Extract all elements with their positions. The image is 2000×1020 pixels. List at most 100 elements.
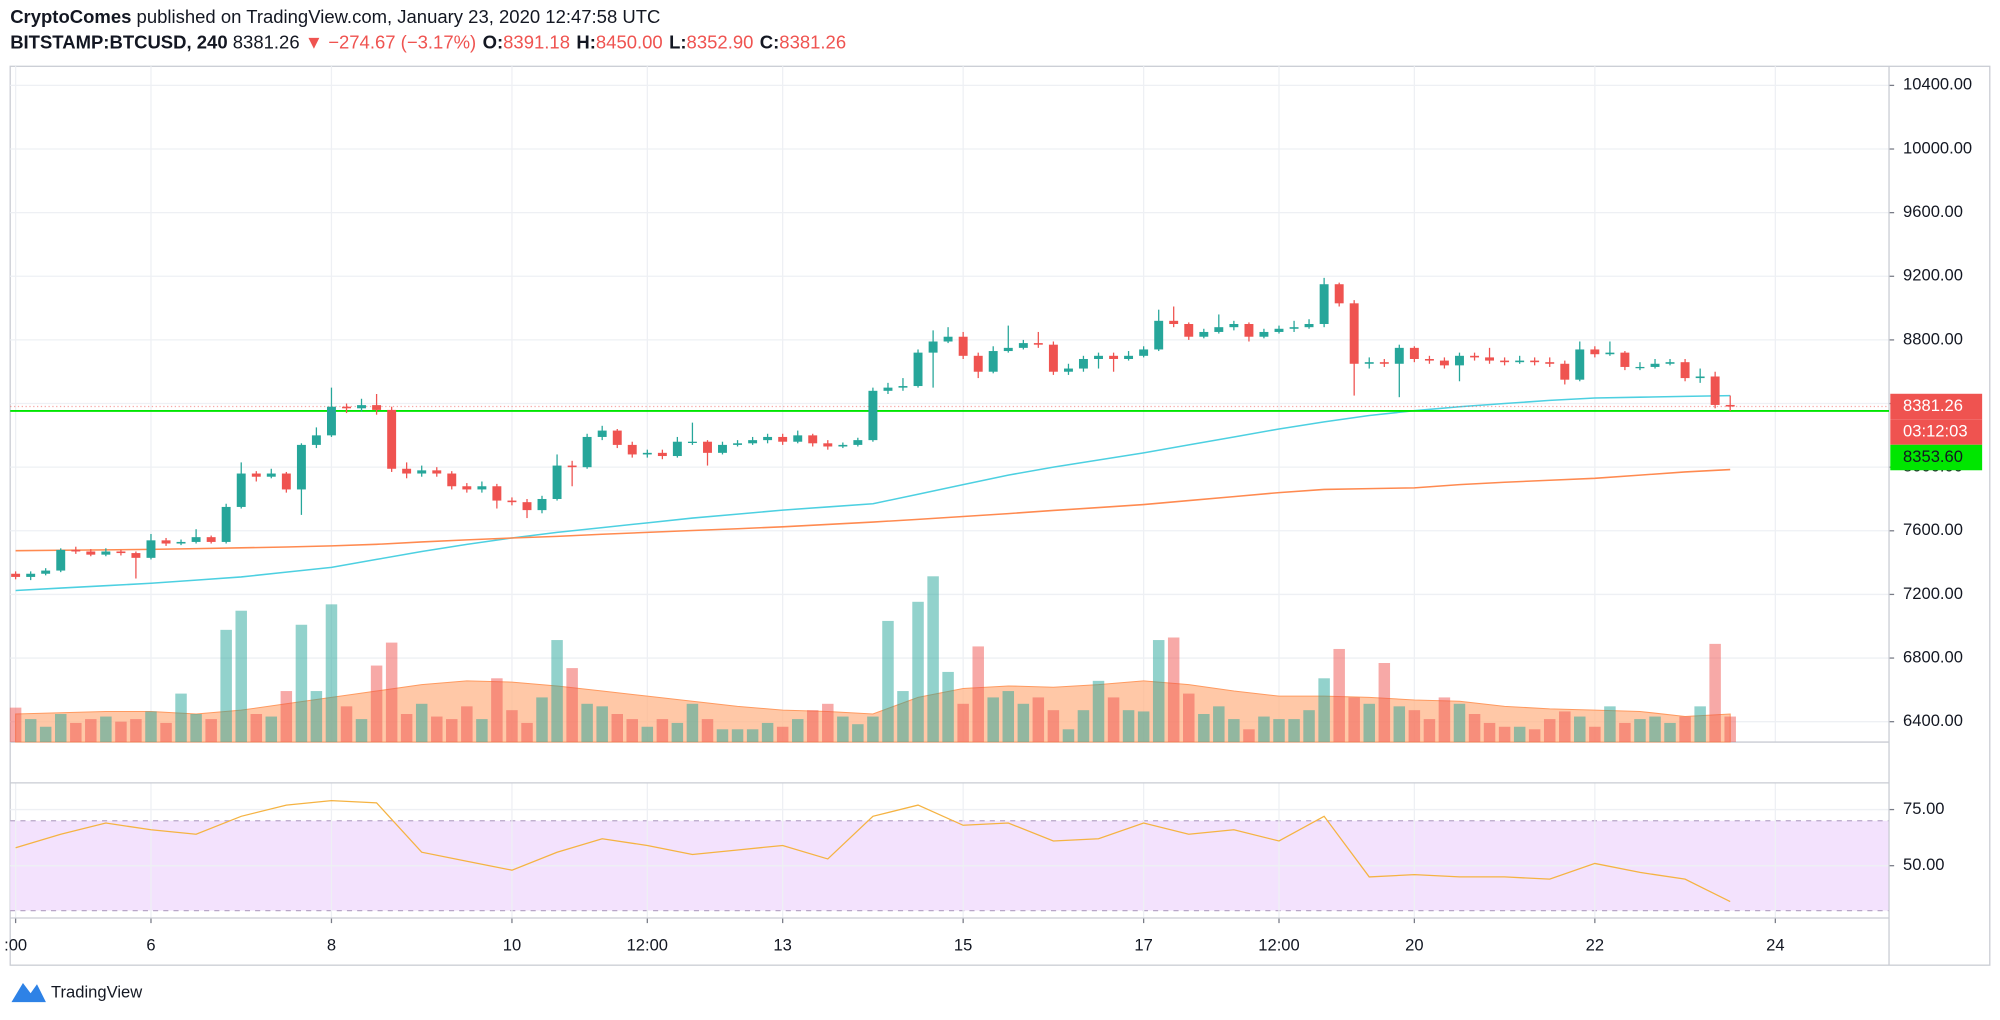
volume-bar <box>1724 716 1736 743</box>
candle-body <box>357 405 366 409</box>
candle-body <box>763 436 773 441</box>
ohlc-label: H: <box>576 31 596 52</box>
candle-body <box>853 440 863 445</box>
candle-body <box>898 386 908 388</box>
volume-bar <box>1408 710 1421 743</box>
volume-bar <box>1589 726 1601 743</box>
volume-bar <box>1513 726 1526 743</box>
volume-bar <box>39 726 52 743</box>
volume-bar <box>1543 719 1556 743</box>
volume-bar <box>972 646 984 743</box>
volume-bar <box>1694 706 1706 743</box>
candle-body <box>913 352 923 387</box>
ohlc-value: 8450.00 <box>596 31 663 52</box>
volume-bar <box>385 642 398 743</box>
candle-body <box>71 549 81 552</box>
candle-body <box>1665 362 1675 364</box>
candle-body <box>221 506 231 542</box>
x-tick-label: 13 <box>773 935 791 954</box>
volume-bar <box>100 716 112 743</box>
x-tick-label: 17 <box>1134 935 1152 954</box>
candle-body <box>1109 355 1119 359</box>
volume-bar <box>882 620 894 743</box>
tv-logo <box>11 983 46 1003</box>
volume-bar <box>446 719 458 743</box>
volume-bar <box>1183 693 1195 743</box>
candle-body <box>1379 362 1389 364</box>
candle-body <box>718 444 727 453</box>
volume-bar <box>1032 697 1045 743</box>
down-arrow: ▼ <box>305 31 323 52</box>
volume-bar <box>1468 714 1481 743</box>
ohlc-value: 8391.18 <box>503 31 570 52</box>
candle-body <box>1259 331 1269 337</box>
volume-bar <box>897 691 909 743</box>
volume-bar <box>220 629 232 743</box>
volume-bar <box>596 706 608 743</box>
volume-bar <box>1167 637 1180 743</box>
x-tick-label: 6 <box>146 935 155 954</box>
volume-bar <box>400 714 413 743</box>
candle-body <box>116 551 126 554</box>
candle-body <box>1214 327 1224 332</box>
volume-bar <box>355 719 368 743</box>
volume-bar <box>1258 716 1270 743</box>
volume-bar <box>1393 706 1406 743</box>
volume-bar <box>626 719 638 743</box>
volume-bar <box>1243 729 1255 743</box>
moving-average <box>15 394 1731 592</box>
candle-body <box>597 430 607 437</box>
candle-body <box>1409 347 1419 359</box>
candle-body <box>1184 324 1194 337</box>
volume-bar <box>1107 697 1120 743</box>
candle-body <box>176 541 186 544</box>
volume-bar <box>942 671 954 743</box>
candle-body <box>1485 357 1494 361</box>
volume-bar <box>491 678 503 743</box>
volume-bar <box>912 601 924 743</box>
candle-body <box>387 409 397 469</box>
candle-body <box>1605 352 1615 355</box>
x-tick-label: 12:00 <box>1258 935 1299 954</box>
candle-body <box>1304 324 1314 328</box>
candle-body <box>161 540 171 544</box>
candle-body <box>11 573 21 577</box>
volume-bar <box>1709 643 1721 743</box>
candle-body <box>41 570 51 574</box>
candle-body <box>1439 360 1449 366</box>
volume-bar <box>1498 726 1511 743</box>
candle-body <box>672 441 682 457</box>
candle-body <box>1500 360 1510 363</box>
candle-body <box>552 465 562 499</box>
candle-body <box>1575 349 1585 380</box>
author: CryptoComes <box>10 6 131 27</box>
x-tick-label: 22 <box>1586 935 1604 954</box>
candle-body <box>311 435 321 445</box>
volume-bar <box>957 703 969 743</box>
candle-body <box>131 553 141 558</box>
volume-bar <box>1228 719 1240 743</box>
header-line2: BITSTAMP:BTCUSD, 240 8381.26 ▼ −274.67 (… <box>10 31 846 52</box>
candle-body <box>1078 358 1088 369</box>
candle-body <box>1289 327 1299 329</box>
candle-body <box>206 537 216 542</box>
volume-bar <box>927 576 939 743</box>
candle-body <box>958 336 968 356</box>
volume-bar <box>9 707 22 743</box>
candle-body <box>1635 366 1645 369</box>
x-tick-label: 24 <box>1766 935 1784 954</box>
candle-body <box>1139 349 1149 356</box>
candle-body <box>462 486 472 490</box>
candle-body <box>1124 355 1134 359</box>
volume-bar <box>310 691 323 743</box>
volume-bar <box>1077 710 1090 743</box>
volume-bar <box>205 719 217 743</box>
volume-bar <box>1002 691 1015 743</box>
candle-body <box>1048 344 1058 372</box>
volume-bar <box>806 710 819 743</box>
ohlc-label: C: <box>760 31 780 52</box>
volume-bar <box>130 719 142 743</box>
volume-bar <box>190 714 202 743</box>
volume-bar <box>701 719 714 743</box>
